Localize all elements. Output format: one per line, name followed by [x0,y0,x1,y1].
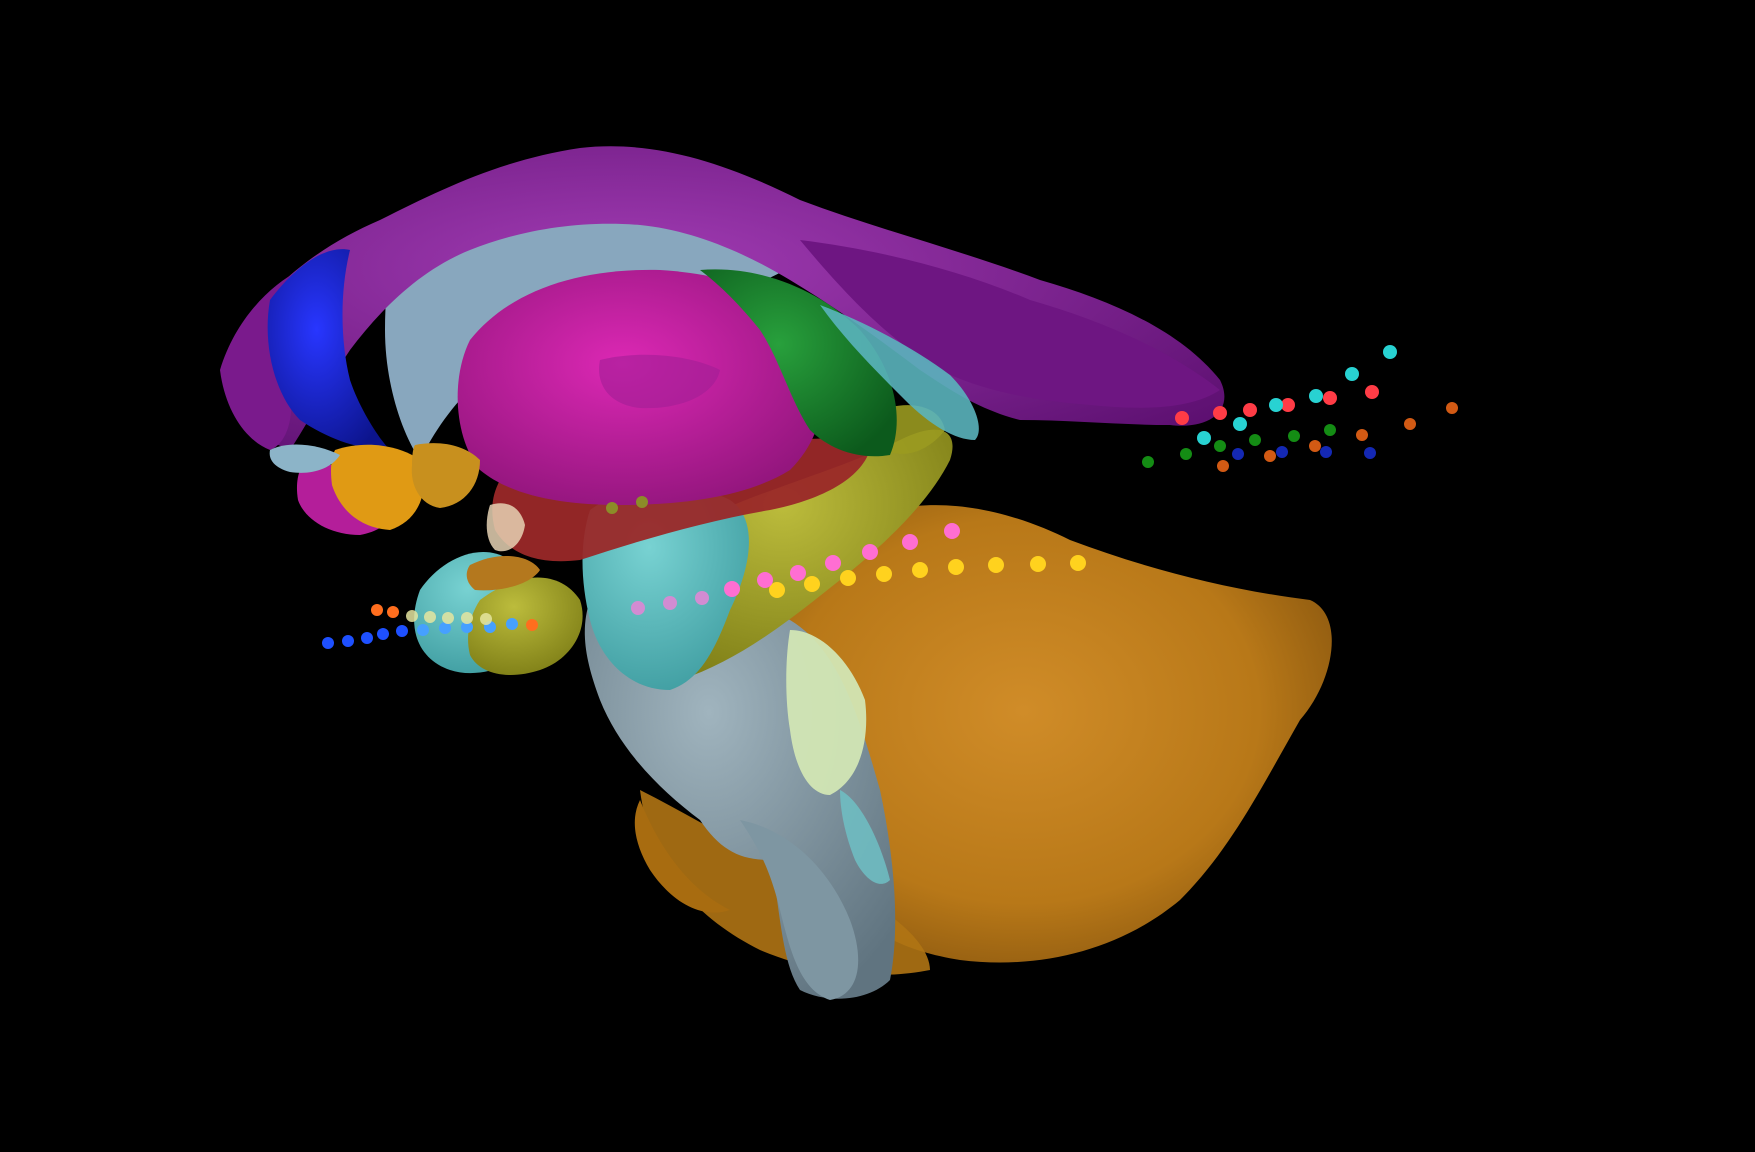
probe-track-olive [606,496,648,514]
white-matter-lightblue [385,186,800,461]
probe-track-pink [724,523,960,597]
striatum-inner [599,354,720,409]
probe-track-red [1175,385,1379,425]
probe-track-blue [322,625,408,649]
probe-track-brown-orange [1217,402,1458,472]
brainstem-lower [740,820,859,1000]
probe-track-dark-blue [1232,446,1376,460]
hypothalamus-pale [486,503,525,552]
cerebellum-left-lobe [634,800,730,913]
brainstem-cyan-edge [840,790,890,884]
olive-left-lobe [468,577,583,675]
orange-bulb-left [331,444,424,530]
lightblue-front [269,444,340,473]
orange-bulb-right [411,443,480,508]
probe-track-light-pink [631,591,709,615]
cyan-posterior-strip [820,305,979,440]
cerebellum [770,505,1332,963]
probe-track-dark-green [1142,424,1336,468]
probe-track-pale-yellow [406,610,492,625]
thalamus-green [700,269,897,457]
olfactory-blue [267,249,390,450]
pons-pale [786,630,867,795]
probe-track-yellow [769,555,1086,598]
midbrain-olive [669,429,953,680]
amygdala-brown [466,555,540,591]
probe-track-orange [371,604,538,631]
cortex-purple-posterior [800,240,1220,408]
probe-track-cyan [1197,345,1397,445]
